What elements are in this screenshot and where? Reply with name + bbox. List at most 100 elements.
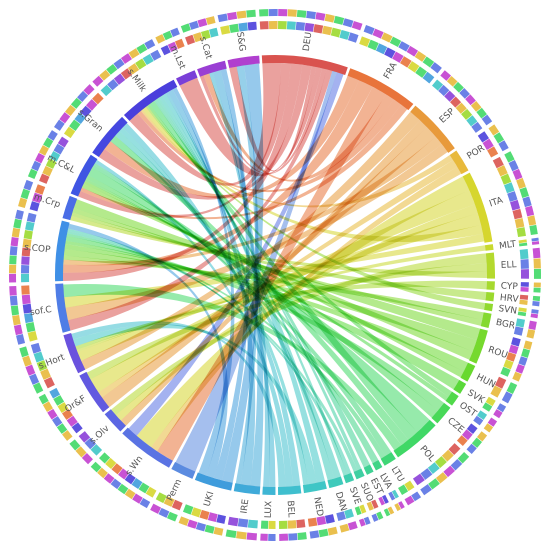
segment-arc-deu: [261, 55, 348, 75]
outer-ring-band-m-c-l: [57, 136, 69, 148]
outer-ring-band-s-milk: [127, 63, 140, 75]
outer-ring-band-ell: [519, 249, 529, 260]
outer-ring-band-s-cop: [26, 212, 37, 223]
outer-ring-band-pol: [427, 462, 440, 475]
segment-label-bel: BEL: [285, 500, 296, 518]
outer-ring-band-uki: [182, 504, 194, 515]
outer-ring-band-s-milk: [120, 68, 133, 80]
outer-ring-band-ire: [225, 529, 237, 539]
segment-arc-ost: [445, 391, 459, 406]
outer-ring-band-sve: [363, 516, 371, 525]
outer-ring-band-s-hort: [36, 360, 48, 372]
outer-ring-band-pol: [435, 472, 448, 484]
outer-ring-band-s-wn: [139, 497, 151, 509]
outer-ring-band-por: [488, 124, 500, 136]
outer-ring-band-lux: [260, 520, 269, 529]
outer-ring-band-mlt: [531, 241, 540, 245]
segment-label-s-olv: s.Olv: [88, 423, 112, 446]
outer-ring-band-s-cop: [15, 209, 24, 220]
outer-ring-band-fra: [414, 51, 427, 62]
outer-ring-band-svn: [530, 313, 539, 319]
outer-ring-band-cze: [466, 443, 477, 455]
outer-ring-band-esp: [438, 84, 450, 97]
outer-ring-band-fra: [389, 36, 402, 48]
outer-ring-band-s-cop: [9, 273, 17, 283]
outer-ring-band-cyp: [520, 286, 529, 292]
outer-ring-band-s-cop: [13, 218, 22, 229]
outer-ring-band-sof-c: [21, 294, 31, 305]
outer-ring-band-suo: [371, 499, 379, 509]
segment-arc-perm: [171, 461, 196, 479]
outer-ring-band-sve: [354, 506, 362, 516]
segment-label-esp: ESP: [438, 106, 458, 125]
outer-ring-band-ita: [529, 224, 538, 236]
ribbon-esp-sof-c: [65, 144, 448, 321]
segment-arc-sof-c: [55, 283, 71, 333]
outer-ring-band-cze: [466, 423, 478, 435]
outer-ring-band-or-f: [62, 430, 73, 441]
outer-ring-band-ita: [519, 187, 529, 198]
outer-ring-band-esp: [481, 114, 493, 126]
outer-ring-band-or-f: [49, 387, 61, 399]
segment-label-por: POR: [465, 143, 486, 161]
outer-ring-band-m-lst: [174, 38, 185, 49]
outer-ring-band-s-cat: [197, 18, 208, 28]
segment-label-uki: UKI: [202, 491, 216, 508]
outer-ring-band-por: [493, 132, 505, 144]
outer-ring-band-ned: [316, 515, 327, 526]
outer-ring-band-s-gran: [63, 126, 76, 139]
outer-ring-band-s-gran: [54, 119, 65, 131]
outer-ring-band-sve: [358, 518, 366, 527]
outer-ring-band-ita: [492, 156, 504, 169]
outer-ring-band-deu: [339, 29, 350, 40]
segment-arc-por: [449, 150, 469, 175]
segment-arc-m-c-l: [70, 154, 98, 197]
outer-ring-band-fra: [407, 61, 420, 73]
outer-ring-band-or-f: [71, 422, 83, 434]
outer-ring-band-s-olv: [78, 431, 91, 443]
outer-ring-band-lva: [398, 501, 405, 510]
segment-label-bgr: BGR: [495, 318, 516, 332]
outer-ring-band-ned: [327, 526, 338, 536]
ribbon-rou-s-cop: [63, 248, 477, 352]
outer-rings: [9, 9, 541, 541]
segment-arc-s-cop: [55, 220, 70, 282]
outer-ring-band-s-milk: [142, 54, 154, 66]
outer-ring-band-fra: [367, 39, 379, 51]
outer-ring-band-m-c-l: [45, 158, 57, 169]
segment-label-s-milk: s.Milk: [125, 67, 148, 94]
segment-label-or-f: Or&F: [63, 394, 88, 415]
outer-ring-band-fra: [372, 28, 384, 39]
outer-ring-band-s-milk: [100, 84, 113, 97]
outer-ring-band-m-c-l: [42, 165, 53, 177]
segment-arc-esp: [410, 105, 455, 153]
outer-ring-band-perm: [166, 511, 178, 522]
outer-ring-band-s-g: [217, 13, 228, 23]
outer-ring-band-m-lst: [160, 44, 171, 56]
outer-ring-band-rou: [521, 348, 531, 358]
outer-ring-band-ned: [318, 528, 329, 538]
outer-ring-band-uki: [195, 522, 207, 532]
outer-ring-band-bel: [297, 532, 307, 541]
outer-ring-band-ell: [533, 258, 541, 269]
outer-ring-band-s-cat: [180, 23, 191, 33]
outer-ring-band-s-hort: [25, 364, 36, 376]
outer-ring-band-fra: [422, 56, 435, 68]
ribbon-est-s-milk: [153, 99, 370, 468]
outer-ring-band-ltu: [411, 491, 422, 502]
outer-ring-band-uki: [191, 507, 202, 518]
ribbon-perm-deu: [175, 70, 337, 472]
outer-ring-band-pol: [448, 443, 461, 456]
segment-arc-sve: [343, 472, 355, 484]
outer-ring-band-s-g: [227, 11, 238, 21]
outer-ring-band-uki: [204, 524, 215, 534]
outer-ring-band-ost: [477, 410, 488, 420]
segment-label-mlt: MLT: [499, 240, 518, 252]
outer-ring-band-or-f: [57, 402, 69, 413]
outer-ring-band-s-milk: [128, 48, 140, 59]
outer-ring-band-sof-c: [21, 285, 30, 295]
segment-label-s-wn: s.Wn: [124, 454, 145, 478]
outer-ring-band-fra: [375, 43, 388, 55]
outer-ring-band-ita: [508, 159, 519, 172]
